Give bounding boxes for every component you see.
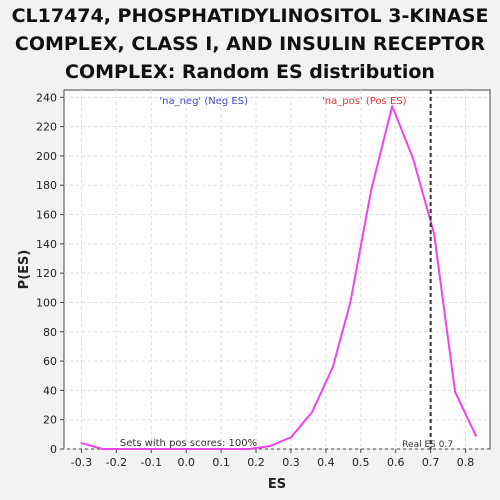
grid-lines	[64, 90, 490, 450]
es-distribution-line	[81, 105, 477, 450]
data-point	[290, 436, 292, 439]
data-point	[349, 301, 352, 304]
y-axis-label: P(ES)	[17, 250, 32, 290]
sets-pos-scores-label: Sets with pos scores: 100%	[120, 438, 257, 449]
x-tick-label: 0.8	[457, 456, 475, 469]
data-point	[331, 366, 334, 368]
data-point	[122, 448, 125, 450]
x-tick-label: 0.4	[317, 456, 335, 469]
x-tick-label: 0.3	[282, 456, 300, 469]
y-tick-label: 20	[43, 414, 57, 427]
y-tick-label: 80	[43, 326, 57, 339]
data-point	[475, 434, 477, 437]
plot-area	[63, 89, 491, 450]
data-point	[311, 411, 313, 414]
x-tick-label: 0.2	[247, 456, 265, 469]
y-axis: 0 20 40 60 80 100 120 140 160 180 200 220 240	[36, 91, 64, 456]
data-point	[248, 448, 250, 450]
y-tick-label: 60	[43, 355, 57, 368]
y-tick-label: 160	[36, 209, 57, 222]
x-tick-label: 0.1	[212, 456, 230, 469]
series-layer	[80, 105, 477, 450]
x-tick-label: 0.0	[177, 456, 195, 469]
y-tick-label: 120	[36, 267, 57, 280]
y-tick-label: 40	[43, 384, 57, 397]
data-point	[80, 442, 83, 445]
data-point	[412, 157, 415, 160]
chart-title-line-2: COMPLEX, CLASS I, AND INSULIN RECEPTOR	[15, 33, 486, 55]
y-tick-label: 100	[36, 296, 57, 309]
data-point	[143, 448, 146, 450]
real-es-label: Real ES 0.7	[402, 440, 453, 450]
y-tick-label: 0	[50, 443, 57, 456]
y-tick-label: 140	[36, 238, 57, 251]
chart-title-line-3: COMPLEX: Random ES distribution	[65, 61, 435, 83]
y-tick-label: 240	[36, 91, 57, 104]
data-point	[269, 445, 271, 447]
data-point	[101, 448, 104, 450]
data-point	[164, 448, 167, 450]
y-tick-label: 220	[36, 121, 57, 134]
pos-es-label: 'na_pos' (Pos ES)	[322, 96, 407, 107]
chart-title: CL17474, PHOSPHATIDYLINOSITOL 3-KINASE C…	[12, 5, 489, 83]
data-point	[454, 390, 456, 393]
data-point	[433, 232, 436, 235]
x-axis: -0.3 -0.2 -0.1 0.0 0.1 0.2 0.3 0.4 0.5 0.6 0.7 0.8	[71, 449, 475, 469]
y-tick-label: 200	[36, 150, 57, 163]
chart-title-line-1: CL17474, PHOSPHATIDYLINOSITOL 3-KINASE	[12, 5, 489, 27]
y-tick-label: 180	[36, 179, 57, 192]
data-point	[206, 448, 209, 450]
x-tick-label: 0.6	[387, 456, 405, 469]
x-tick-label: 0.7	[422, 456, 440, 469]
data-point	[185, 448, 188, 450]
data-point	[391, 105, 394, 108]
x-tick-label: 0.5	[352, 456, 370, 469]
data-point	[227, 448, 230, 450]
data-point	[370, 188, 373, 191]
x-tick-label: -0.2	[106, 456, 127, 469]
x-axis-label: ES	[268, 477, 286, 492]
annotations: 'na_neg' (Neg ES) 'na_pos' (Pos ES) Sets…	[120, 96, 407, 449]
x-tick-label: -0.1	[141, 456, 162, 469]
neg-es-label: 'na_neg' (Neg ES)	[159, 96, 248, 107]
x-tick-label: -0.3	[71, 456, 92, 469]
